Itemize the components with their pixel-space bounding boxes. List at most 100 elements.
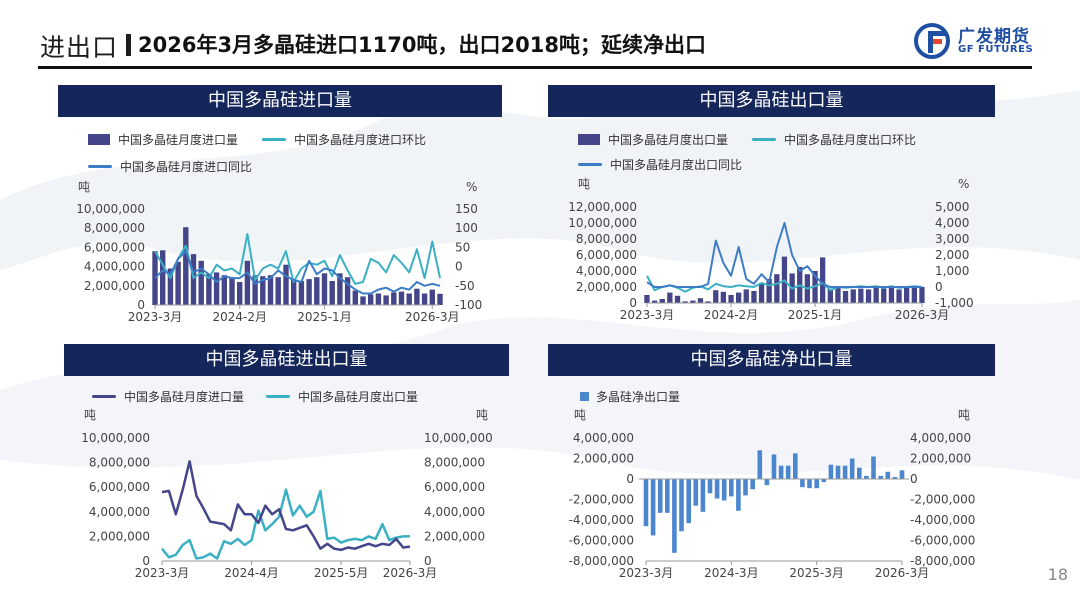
- import-volume-bar: [321, 273, 328, 305]
- import-volume-bar: [198, 260, 204, 305]
- net-export-bar: [721, 479, 727, 501]
- right-axis-unit: %: [466, 180, 477, 194]
- export-volume-bar: [858, 288, 864, 303]
- net-export-bar: [757, 450, 763, 479]
- legend-label: 中国多晶硅月度进口环比: [294, 133, 427, 147]
- page-number: 18: [1047, 565, 1068, 584]
- left-axis-tick-label: -4,000,000: [569, 513, 634, 527]
- x-axis-tick-label: 2023-3月: [620, 308, 675, 322]
- import-volume-bar: [414, 288, 420, 305]
- left-axis-tick-label: 4,000,000: [573, 431, 634, 445]
- import-volume-bar: [260, 276, 266, 305]
- export-volume-bar: [865, 289, 872, 303]
- net-export-bar: [878, 475, 883, 479]
- export-volume-bar: [911, 287, 917, 303]
- left-axis-tick-label: 6,000,000: [89, 480, 150, 494]
- right-axis-tick-label: -1,000: [935, 296, 974, 310]
- left-axis-tick-label: 2,000,000: [84, 279, 145, 293]
- section-label: 进出口: [40, 33, 119, 62]
- export-volume-bar: [652, 300, 658, 303]
- left-axis-tick-label: 8,000,000: [84, 221, 145, 235]
- export-volume-bar: [850, 289, 856, 303]
- import-volume-bar: [229, 277, 235, 305]
- import-volume-bar: [429, 289, 435, 305]
- left-axis-unit: 吨: [78, 180, 90, 194]
- legend-item-net-export: 多晶硅净出口量: [580, 388, 680, 405]
- export-volume-bar: [667, 292, 673, 303]
- header-divider: [126, 34, 131, 56]
- legend-swatch-bar: [88, 134, 110, 145]
- import-volume-bar: [329, 281, 335, 305]
- left-axis-tick-label: 10,000,000: [568, 216, 637, 230]
- import-chart-title: 中国多晶硅进口量: [58, 85, 502, 117]
- legend-swatch-line: [88, 165, 112, 168]
- left-axis-tick-label: 6,000,000: [576, 248, 637, 262]
- import-volume-bar: [206, 274, 212, 305]
- right-axis-tick-label: 4,000,000: [424, 505, 485, 519]
- x-axis-tick-label: 2025-1月: [788, 308, 843, 322]
- export-volume-bar: [736, 292, 742, 303]
- import-volume-bar: [391, 292, 397, 305]
- import-volume-bar: [352, 290, 358, 305]
- export-volume-bar: [881, 288, 887, 303]
- net-export-bar: [672, 479, 677, 553]
- import-volume-bar: [314, 277, 320, 305]
- logo-text-cn: 广发期货: [958, 27, 1030, 47]
- import-chart: 吨 % 10,000,000 8,000,000 6,000,000 4,000,000 2…: [76, 180, 482, 324]
- import-volume-bar: [406, 293, 412, 305]
- left-axis-tick-label: 0: [629, 296, 637, 310]
- left-axis-tick-label: 0: [137, 298, 145, 312]
- export-volume-bar: [842, 291, 849, 303]
- import-yoy-line: [154, 250, 441, 295]
- x-axis-tick-label: 2024-3月: [704, 566, 759, 580]
- import-volume-bar: [152, 251, 158, 305]
- net-export-bar: [793, 453, 798, 479]
- net-chart-title: 中国多晶硅净出口量: [548, 344, 995, 376]
- legend-swatch-line: [262, 138, 286, 141]
- net-export-bar: [785, 465, 791, 479]
- right-axis-tick-label: 2,000,000: [424, 529, 485, 543]
- import-volume-bar: [337, 273, 343, 305]
- import-volume-bar: [291, 280, 297, 305]
- legend-item-inout-export: 中国多晶硅月度出口量: [266, 388, 418, 405]
- export-volume-bar: [758, 283, 765, 303]
- x-axis-tick-label: 2026-3月: [895, 308, 950, 322]
- net-export-bar: [665, 479, 670, 513]
- import-volume-bar: [175, 261, 181, 305]
- left-axis-tick-label: 2,000,000: [576, 280, 637, 294]
- net-export-bar: [864, 475, 869, 479]
- import-volume-bar: [421, 293, 428, 305]
- legend-label: 中国多晶硅月度进口量: [118, 133, 239, 147]
- right-axis-tick-label: -50: [455, 279, 475, 293]
- legend-item-import-yoy: 中国多晶硅月度进口同比: [88, 158, 252, 175]
- left-axis-tick-label: -6,000,000: [569, 534, 634, 548]
- left-axis-tick-label: 8,000,000: [89, 456, 150, 470]
- export-volume-bar: [904, 287, 910, 303]
- legend-item-export-yoy: 中国多晶硅月度出口同比: [578, 156, 742, 173]
- net-export-bar: [892, 477, 898, 479]
- x-axis-tick-label: 2026-3月: [405, 310, 460, 324]
- import-volume-bar: [437, 293, 443, 305]
- import-volume-bar: [237, 282, 243, 305]
- net-export-bar: [814, 479, 819, 489]
- right-axis-tick-label: 2,000: [935, 248, 969, 262]
- x-axis-tick-label: 2025-5月: [314, 566, 369, 580]
- right-axis-unit: 吨: [476, 408, 488, 422]
- inout-chart: 吨 吨 10,000,000 8,000,000 6,000,000 4,000,000 2…: [81, 408, 492, 580]
- inout-export-line: [161, 488, 411, 560]
- right-axis-tick-label: -6,000,000: [910, 534, 975, 548]
- net-export-bar: [871, 456, 876, 479]
- import-volume-bar: [360, 296, 366, 305]
- net-export-bar: [842, 465, 848, 479]
- legend-label: 中国多晶硅月度出口同比: [610, 158, 743, 172]
- legend-label: 中国多晶硅月度出口环比: [784, 133, 917, 147]
- net-export-bar: [693, 479, 699, 506]
- legend-label: 中国多晶硅月度进口同比: [120, 160, 253, 174]
- export-volume-bar: [919, 286, 925, 303]
- export-volume-bar: [674, 295, 681, 303]
- export-volume-bar: [713, 290, 719, 303]
- right-axis-tick-label: 8,000,000: [424, 456, 485, 470]
- right-axis-tick-label: 0: [910, 472, 918, 486]
- right-axis-tick-label: 150: [455, 202, 478, 216]
- legend-swatch-line: [92, 395, 116, 398]
